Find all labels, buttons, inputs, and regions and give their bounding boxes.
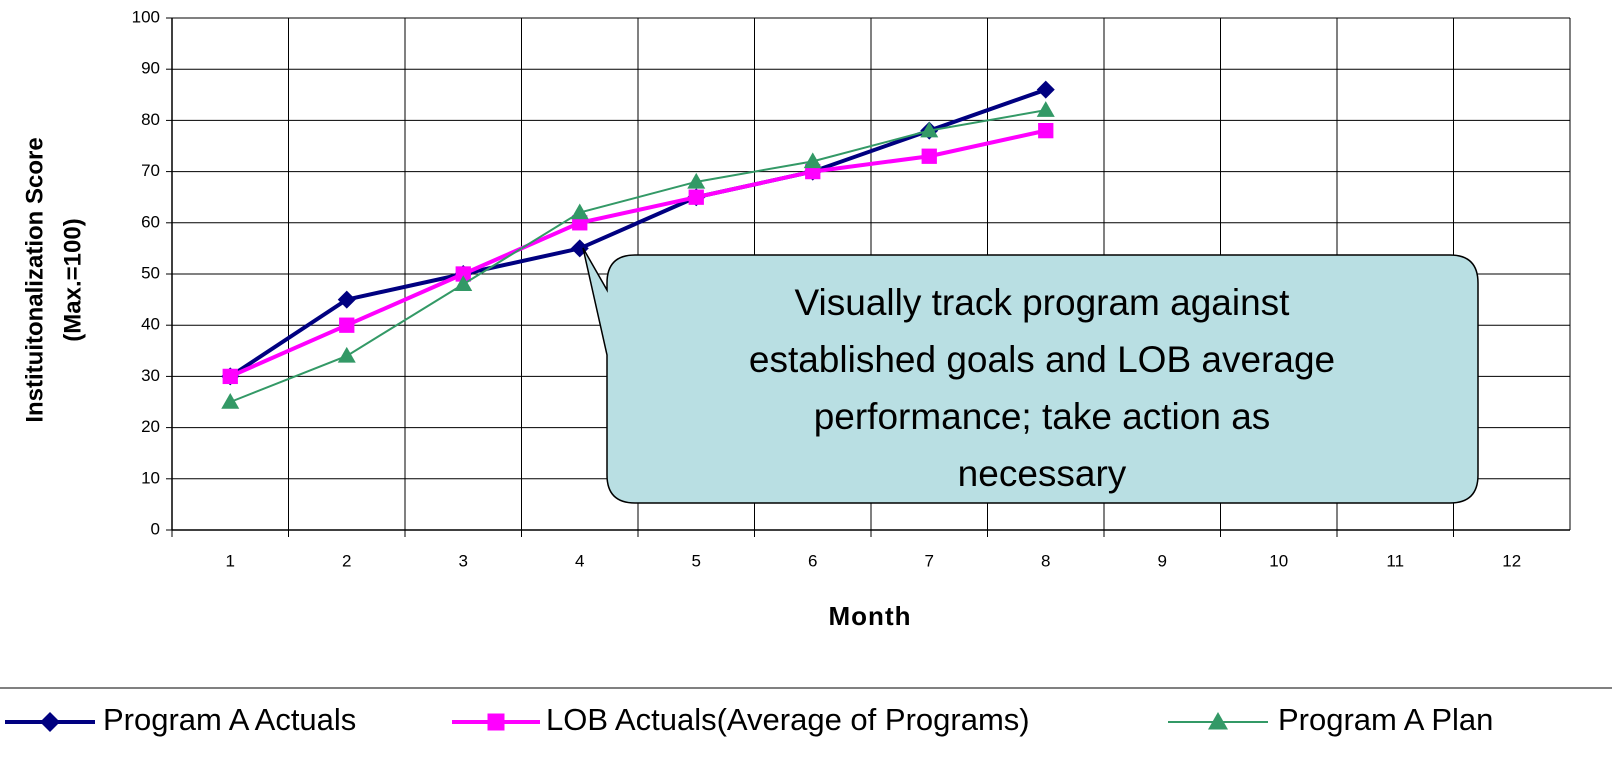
y-tick-label: 20 — [141, 417, 160, 436]
legend-marker — [1208, 712, 1228, 730]
marker-triangle — [570, 203, 589, 220]
marker-square — [222, 368, 238, 385]
y-axis-title: Instituitonalization Score — [21, 137, 48, 422]
y-tick-label: 70 — [141, 161, 160, 180]
marker-square — [688, 189, 704, 205]
x-tick-label: 6 — [808, 551, 817, 570]
series-line — [229, 87, 1047, 379]
y-tick-label: 90 — [141, 59, 160, 78]
y-tick-label: 80 — [141, 110, 160, 129]
y-tick-label: 40 — [141, 315, 160, 334]
marker-diamond — [1036, 80, 1055, 99]
y-tick-label: 10 — [141, 468, 160, 487]
marker-triangle — [803, 152, 822, 169]
x-tick-label: 10 — [1269, 551, 1288, 570]
marker-square — [339, 317, 355, 333]
y-tick-label: 100 — [132, 7, 160, 26]
y-tick-label: 30 — [141, 366, 160, 385]
x-tick-label: 9 — [1158, 551, 1167, 570]
marker-square — [921, 148, 937, 164]
marker-triangle — [221, 393, 240, 409]
annotation-text: Visually track program against — [795, 282, 1291, 323]
y-axis-title: (Max.=100) — [59, 218, 86, 341]
marker-square — [455, 266, 471, 282]
annotation-text: established goals and LOB average — [749, 339, 1335, 380]
series-line — [229, 109, 1046, 403]
x-tick-label: 5 — [692, 551, 701, 570]
callout — [582, 247, 1479, 504]
y-tick-label: 0 — [151, 519, 160, 538]
x-tick-label: 1 — [226, 551, 235, 570]
x-tick-label: 12 — [1502, 551, 1521, 570]
x-tick-label: 8 — [1041, 551, 1050, 570]
series-line — [229, 128, 1047, 379]
x-tick-label: 4 — [575, 551, 584, 570]
marker-square — [1038, 122, 1054, 139]
marker-diamond — [337, 290, 356, 309]
x-tick-label: 7 — [925, 551, 934, 570]
marker-triangle — [687, 172, 706, 189]
legend-marker — [487, 713, 505, 731]
y-tick-label: 50 — [141, 263, 160, 282]
legend-label: Program A Plan — [1278, 702, 1493, 737]
annotation-text: performance; take action as — [814, 396, 1271, 437]
annotation-text: necessary — [958, 453, 1127, 494]
marker-triangle — [337, 346, 356, 363]
x-tick-label: 2 — [342, 551, 351, 570]
marker-triangle — [454, 275, 473, 291]
marker-triangle — [1036, 101, 1055, 117]
legend-label: Program A Actuals — [103, 702, 356, 737]
x-tick-label: 11 — [1386, 551, 1404, 570]
marker-triangle — [920, 121, 939, 138]
y-tick-label: 60 — [141, 212, 160, 231]
x-axis-title: Month — [829, 601, 912, 631]
x-tick-label: 3 — [459, 551, 468, 570]
legend-marker — [40, 712, 60, 732]
legend-label: LOB Actuals(Average of Programs) — [546, 702, 1030, 737]
